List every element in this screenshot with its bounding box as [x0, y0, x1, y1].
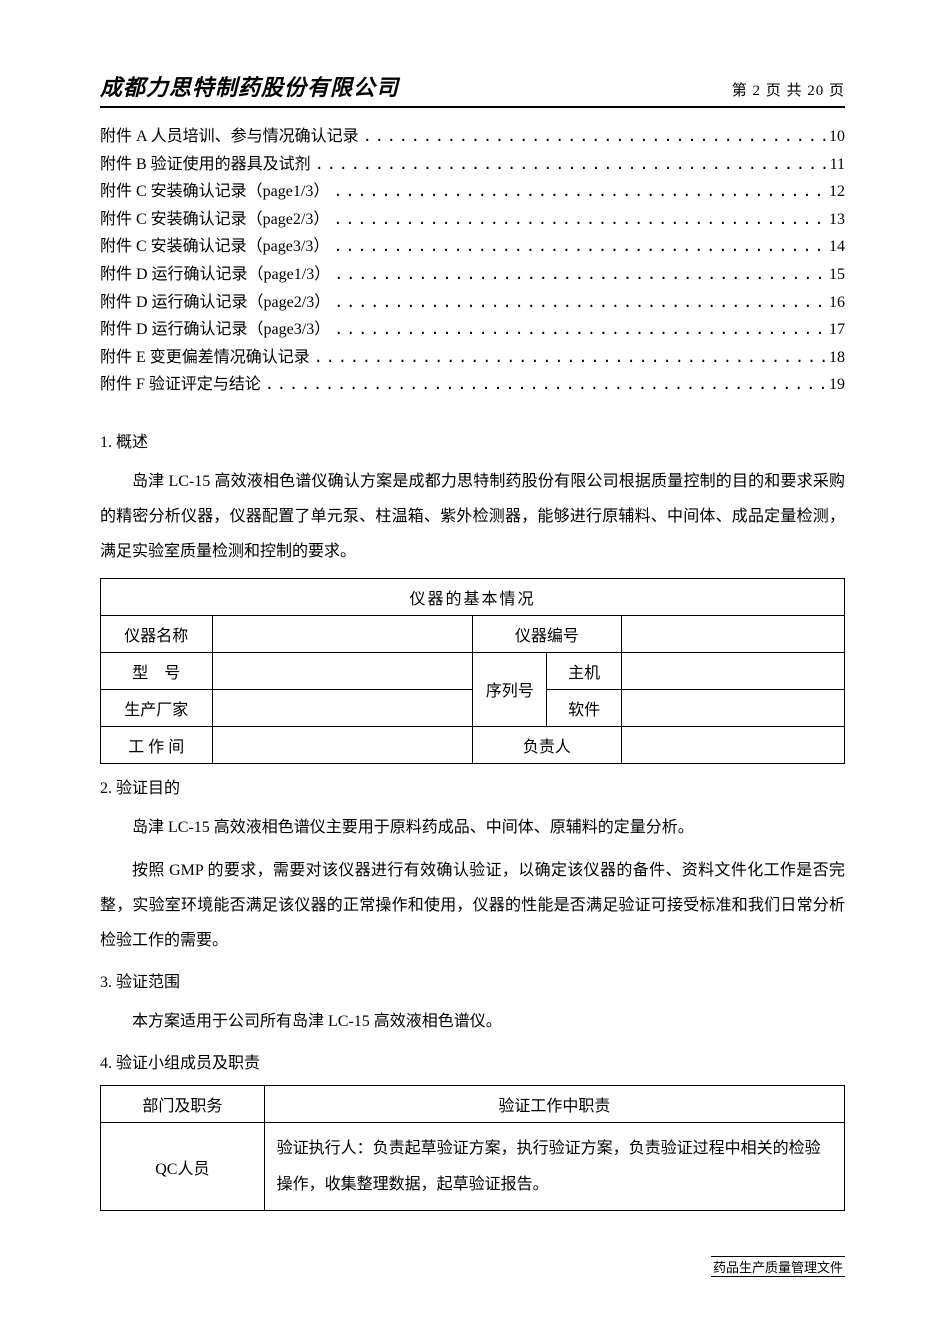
- page-current: 2: [752, 83, 761, 99]
- toc-dots: ........................................…: [330, 317, 829, 341]
- cell-instrument-name-label: 仪器名称: [101, 615, 213, 652]
- table1-title: 仪器的基本情况: [101, 578, 845, 615]
- validation-team-table: 部门及职务 验证工作中职责 QC人员 验证执行人：负责起草验证方案，执行验证方案…: [100, 1085, 845, 1210]
- cell-model-value: [212, 652, 472, 689]
- table-row: 型 号 序列号 主机: [101, 652, 845, 689]
- section1-body: 岛津 LC-15 高效液相色谱仪确认方案是成都力思特制药股份有限公司根据质量控制…: [100, 464, 845, 570]
- toc-label: 附件 E 变更偏差情况确认记录: [100, 345, 310, 371]
- toc-row: 附件 B 验证使用的器具及试剂.........................…: [100, 152, 845, 178]
- page-middle: 页 共: [766, 83, 803, 99]
- toc-dots: ........................................…: [330, 262, 829, 286]
- toc-row: 附件 C 安装确认记录（page3/3）....................…: [100, 234, 845, 260]
- page-number: 第 2 页 共 20 页: [732, 79, 845, 100]
- toc-label: 附件 B 验证使用的器具及试剂: [100, 152, 311, 178]
- toc-dots: ........................................…: [329, 207, 829, 231]
- toc-row: 附件 C 安装确认记录（page2/3）....................…: [100, 207, 845, 233]
- toc-dots: ........................................…: [359, 124, 829, 148]
- header-divider: [100, 106, 845, 108]
- table2-col2-header: 验证工作中职责: [264, 1086, 844, 1123]
- toc-row: 附件 D 运行确认记录（page2/3）....................…: [100, 290, 845, 316]
- toc-label: 附件 C 安装确认记录（page1/3）: [100, 179, 329, 205]
- table-of-contents: 附件 A 人员培训、参与情况确认记录......................…: [100, 124, 845, 398]
- cell-manufacturer-value: [212, 689, 472, 726]
- toc-label: 附件 C 安装确认记录（page3/3）: [100, 234, 329, 260]
- toc-row: 附件 A 人员培训、参与情况确认记录......................…: [100, 124, 845, 150]
- toc-row: 附件 E 变更偏差情况确认记录.........................…: [100, 345, 845, 371]
- toc-row: 附件 D 运行确认记录（page3/3）....................…: [100, 317, 845, 343]
- cell-serial-label: 序列号: [473, 652, 547, 726]
- toc-label: 附件 D 运行确认记录（page2/3）: [100, 290, 330, 316]
- cell-instrument-name-value: [212, 615, 472, 652]
- toc-page: 13: [829, 207, 845, 233]
- cell-host-label: 主机: [547, 652, 621, 689]
- toc-page: 11: [830, 152, 845, 178]
- toc-page: 12: [829, 179, 845, 205]
- section3-body: 本方案适用于公司所有岛津 LC-15 高效液相色谱仪。: [100, 1004, 845, 1039]
- section2-body2: 按照 GMP 的要求，需要对该仪器进行有效确认验证，以确定该仪器的备件、资料文件…: [100, 853, 845, 959]
- table2-col1-header: 部门及职务: [101, 1086, 265, 1123]
- cell-workroom-value: [212, 726, 472, 763]
- toc-page: 15: [829, 262, 845, 288]
- cell-instrument-number-label: 仪器编号: [473, 615, 622, 652]
- section2-body1: 岛津 LC-15 高效液相色谱仪主要用于原料药成品、中间体、原辅料的定量分析。: [100, 810, 845, 845]
- cell-software-value: [621, 689, 844, 726]
- table2-row1-dept: QC人员: [101, 1123, 265, 1210]
- table-row: QC人员 验证执行人：负责起草验证方案，执行验证方案，负责验证过程中相关的检验操…: [101, 1123, 845, 1210]
- toc-page: 10: [829, 124, 845, 150]
- cell-responsible-value: [621, 726, 844, 763]
- page-suffix: 页: [829, 83, 845, 99]
- toc-page: 14: [829, 234, 845, 260]
- section2-heading: 2. 验证目的: [100, 774, 845, 798]
- table-row: 工 作 间 负责人: [101, 726, 845, 763]
- toc-label: 附件 D 运行确认记录（page3/3）: [100, 317, 330, 343]
- table-row: 部门及职务 验证工作中职责: [101, 1086, 845, 1123]
- cell-host-value: [621, 652, 844, 689]
- instrument-info-table: 仪器的基本情况 仪器名称 仪器编号 型 号 序列号 主机 生产厂家 软件 工 作…: [100, 578, 845, 764]
- toc-dots: ........................................…: [310, 345, 829, 369]
- toc-dots: ........................................…: [329, 234, 829, 258]
- cell-model-label: 型 号: [101, 652, 213, 689]
- section4-heading: 4. 验证小组成员及职责: [100, 1049, 845, 1073]
- toc-row: 附件 F 验证评定与结论............................…: [100, 372, 845, 398]
- cell-responsible-label: 负责人: [473, 726, 622, 763]
- cell-instrument-number-value: [621, 615, 844, 652]
- company-name: 成都力思特制药股份有限公司: [100, 70, 399, 102]
- cell-manufacturer-label: 生产厂家: [101, 689, 213, 726]
- toc-page: 17: [829, 317, 845, 343]
- section3-heading: 3. 验证范围: [100, 968, 845, 992]
- toc-dots: ........................................…: [329, 179, 829, 203]
- toc-label: 附件 F 验证评定与结论: [100, 372, 261, 398]
- cell-workroom-label: 工 作 间: [101, 726, 213, 763]
- toc-label: 附件 C 安装确认记录（page2/3）: [100, 207, 329, 233]
- toc-label: 附件 A 人员培训、参与情况确认记录: [100, 124, 359, 150]
- table2-row1-responsibility: 验证执行人：负责起草验证方案，执行验证方案，负责验证过程中相关的检验操作，收集整…: [264, 1123, 844, 1210]
- toc-row: 附件 D 运行确认记录（page1/3）....................…: [100, 262, 845, 288]
- toc-row: 附件 C 安装确认记录（page1/3）....................…: [100, 179, 845, 205]
- page-header: 成都力思特制药股份有限公司 第 2 页 共 20 页: [100, 70, 845, 102]
- toc-dots: ........................................…: [261, 372, 829, 396]
- page-total: 20: [807, 83, 824, 99]
- toc-dots: ........................................…: [311, 152, 830, 176]
- page-prefix: 第: [732, 83, 748, 99]
- cell-software-label: 软件: [547, 689, 621, 726]
- table-row: 仪器的基本情况: [101, 578, 845, 615]
- table-row: 仪器名称 仪器编号: [101, 615, 845, 652]
- section1-heading: 1. 概述: [100, 428, 845, 452]
- toc-page: 16: [829, 290, 845, 316]
- toc-label: 附件 D 运行确认记录（page1/3）: [100, 262, 330, 288]
- toc-page: 18: [829, 345, 845, 371]
- toc-dots: ........................................…: [330, 290, 829, 314]
- page-footer: 药品生产质量管理文件: [711, 1256, 845, 1277]
- toc-page: 19: [829, 372, 845, 398]
